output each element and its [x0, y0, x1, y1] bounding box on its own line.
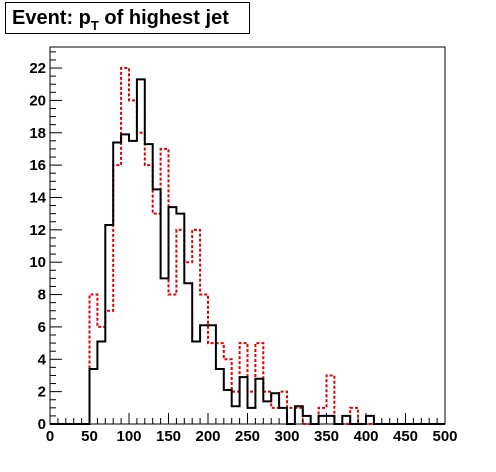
x-tick-label: 250: [235, 428, 260, 445]
y-tick-label: 16: [29, 157, 46, 174]
x-tick-label: 500: [432, 428, 457, 445]
x-tick-label: 100: [116, 428, 141, 445]
series-dotted-line: [50, 67, 445, 425]
y-tick-label: 22: [29, 60, 46, 77]
series-solid-line: [50, 78, 445, 425]
chart-title-rest: of highest jet: [98, 7, 229, 29]
y-tick-label: 10: [29, 254, 46, 271]
x-tick-label: 0: [46, 428, 54, 445]
y-tick-label: 8: [38, 287, 46, 304]
series-layer: [50, 67, 445, 425]
x-tick-label: 200: [195, 428, 220, 445]
x-tick-label: 450: [393, 428, 418, 445]
chart-title-subscript: T: [90, 18, 99, 33]
y-tick-label: 0: [38, 416, 46, 433]
chart-title: Event: pT of highest jet: [5, 2, 250, 34]
x-tick-label: 50: [81, 428, 98, 445]
plot-frame: [49, 46, 446, 425]
x-tick-label: 150: [156, 428, 181, 445]
y-tick-label: 6: [38, 319, 46, 336]
y-tick-label: 2: [38, 384, 46, 401]
x-tick-label: 400: [353, 428, 378, 445]
y-tick-label: 14: [29, 189, 46, 206]
y-tick-label: 18: [29, 125, 46, 142]
y-tick-label: 20: [29, 92, 46, 109]
axis-layer: 0 50 100 150 200 250 300 350 400 450 500 0 2 4 6 8 10 12 1…: [29, 51, 458, 445]
y-tick-label: 4: [38, 351, 47, 368]
y-tick-label: 12: [29, 222, 46, 239]
chart-title-main: Event: p: [12, 7, 91, 29]
x-tick-label: 300: [274, 428, 299, 445]
x-tick-label: 350: [314, 428, 339, 445]
